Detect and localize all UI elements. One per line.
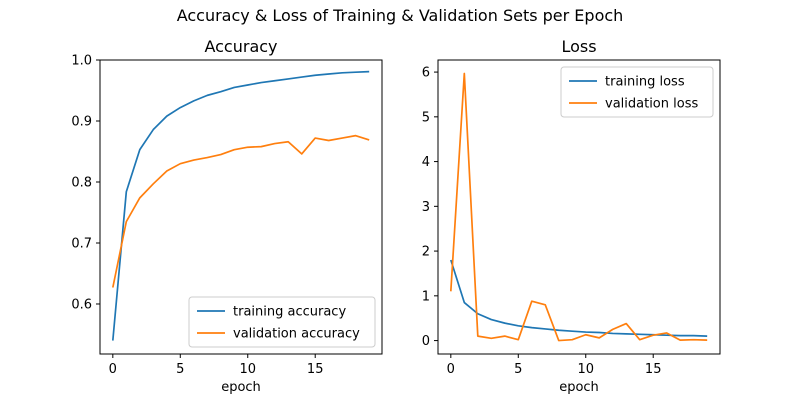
loss-axes-frame — [437, 59, 721, 355]
accuracy-ytick-label: 0.8 — [71, 175, 92, 190]
loss-ytick-label: 1 — [422, 289, 430, 304]
accuracy-axes-frame — [99, 59, 383, 355]
loss-xtick-label: 0 — [447, 362, 455, 377]
accuracy-ytick-label: 0.9 — [71, 114, 92, 129]
loss-series-training-loss — [450, 259, 708, 337]
accuracy-series-validation-accuracy — [111, 134, 370, 288]
accuracy-xtick-label: 15 — [307, 362, 324, 377]
accuracy-xtick-label: 5 — [176, 362, 184, 377]
loss-xlabel: epoch — [559, 380, 599, 395]
loss-ytick-label: 3 — [422, 200, 430, 215]
accuracy-xlabel: epoch — [221, 380, 261, 395]
loss-xtick-label: 5 — [514, 362, 522, 377]
accuracy-series-training-accuracy — [111, 70, 370, 341]
loss-ytick-label: 5 — [422, 110, 430, 125]
loss-ytick-label: 0 — [422, 334, 430, 349]
accuracy-ytick-label: 0.6 — [71, 297, 92, 312]
accuracy-xtick-label: 10 — [239, 362, 256, 377]
accuracy-legend-box — [188, 296, 376, 348]
loss-chart-title: Loss — [561, 37, 596, 56]
accuracy-legend-label: validation accuracy — [233, 327, 360, 342]
loss-ytick-label: 2 — [422, 245, 430, 260]
loss-legend-label: validation loss — [605, 97, 698, 112]
loss-xtick-label: 15 — [645, 362, 662, 377]
accuracy-legend-label: training accuracy — [233, 305, 346, 320]
loss-ytick-label: 4 — [422, 155, 430, 170]
figure-suptitle: Accuracy & Loss of Training & Validation… — [176, 6, 624, 25]
loss-series-validation-loss — [449, 72, 708, 342]
loss-ytick-label: 6 — [422, 66, 430, 81]
loss-xtick-label: 10 — [577, 362, 594, 377]
accuracy-legend: training accuracy validation accuracy — [188, 296, 376, 348]
accuracy-chart-title: Accuracy — [204, 37, 277, 56]
loss-legend-box — [560, 66, 714, 118]
accuracy-ytick-label: 1.0 — [71, 54, 92, 69]
loss-legend-label: training loss — [605, 75, 685, 90]
loss-legend: training loss validation loss — [560, 66, 714, 118]
accuracy-xtick-label: 0 — [109, 362, 117, 377]
accuracy-ytick-label: 0.7 — [71, 236, 92, 251]
